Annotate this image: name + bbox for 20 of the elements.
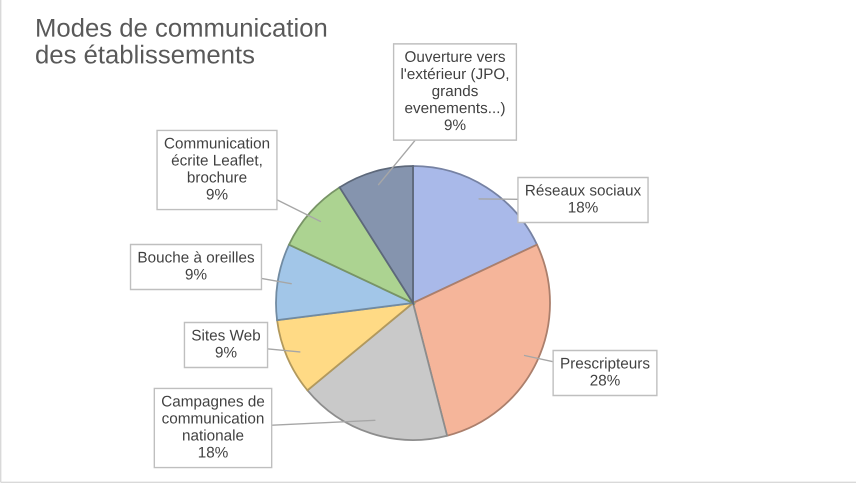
slice-label: Campagnes de communication nationale	[162, 395, 264, 441]
data-label: 9%	[444, 119, 466, 130]
slice-label: Communication écrite Leaflet, brochure	[164, 137, 270, 183]
data-label: 28%	[590, 374, 620, 386]
slice-label: Réseaux sociaux	[526, 184, 642, 196]
slice-label: Ouverture vers l'extérieur (JPO, grands evenements...)	[402, 51, 508, 116]
chart-title: Modes de communication des établissements	[36, 18, 326, 64]
pie-slice	[276, 302, 414, 392]
slice-label: Prescripteurs	[561, 357, 650, 372]
slice-label: Bouche à oreilles	[138, 251, 254, 263]
data-label: 18%	[568, 202, 598, 213]
data-label: 18%	[198, 446, 228, 458]
data-label: 9%	[186, 268, 206, 280]
pie-slice	[306, 302, 448, 441]
data-label: 9%	[216, 346, 236, 358]
pie-slice	[412, 244, 551, 437]
pie-slice	[288, 186, 414, 304]
slice-label: Sites Web	[192, 329, 260, 341]
pie-slice	[338, 165, 414, 304]
data-label: 9%	[206, 188, 228, 200]
